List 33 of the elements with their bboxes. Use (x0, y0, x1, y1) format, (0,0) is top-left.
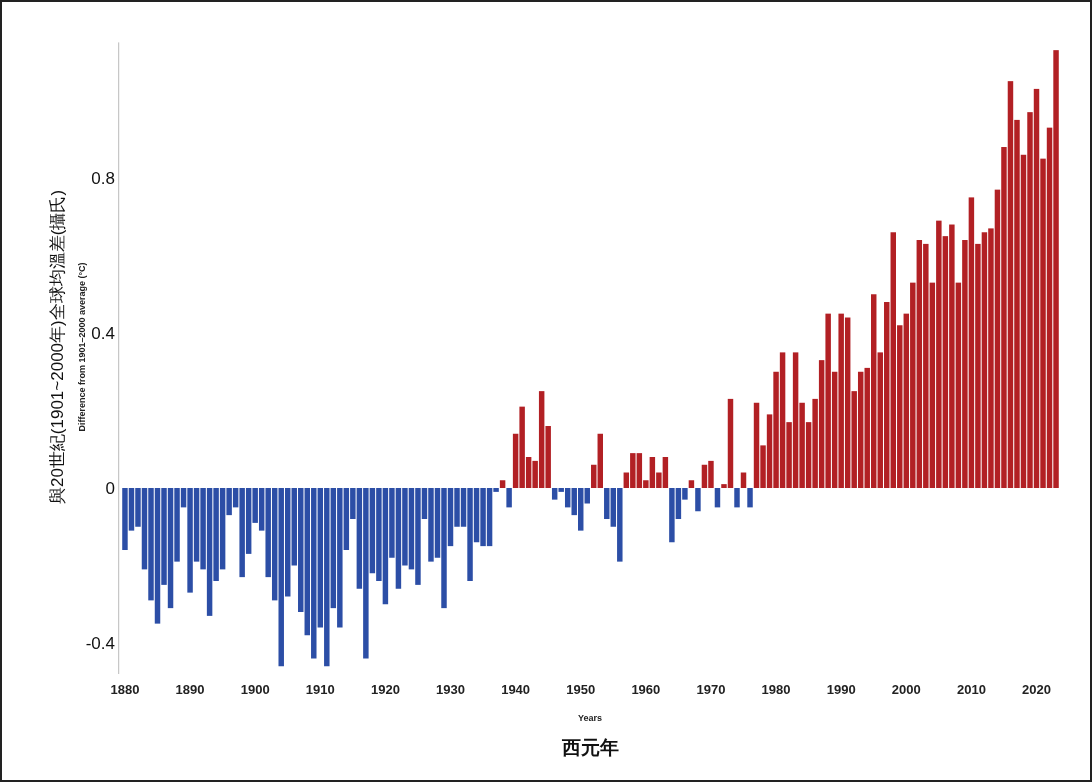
bar (506, 488, 512, 508)
bar (688, 480, 695, 489)
x-tick-label: 1950 (566, 682, 596, 697)
x-tick-label: 1880 (110, 682, 140, 697)
bar (695, 488, 701, 512)
x-tick-label: 1930 (436, 682, 465, 697)
bar (597, 433, 603, 489)
bar (584, 488, 590, 504)
x-tick-label: 1960 (631, 682, 661, 697)
x-tick-label: 1920 (370, 682, 400, 697)
x-axis-title: 西元年 (560, 737, 619, 758)
x-tick-label: 2000 (891, 682, 921, 697)
x-tick-label: 1910 (305, 682, 335, 697)
x-tick-label: 1900 (240, 682, 270, 697)
bar (734, 488, 740, 508)
y-axis-title: 與20世紀(1901~2000年)全球均溫差(攝氏) (47, 189, 67, 505)
x-tick-label: 2020 (1022, 682, 1051, 697)
bar (714, 488, 721, 508)
x-tick-label: 1990 (826, 682, 856, 697)
x-tick-label: 1980 (761, 682, 791, 697)
x-tick-label: 1940 (501, 682, 531, 697)
x-tick-label: 1890 (175, 682, 205, 697)
bar (591, 464, 597, 489)
bar (499, 480, 506, 489)
x-tick-label: 1970 (696, 682, 726, 697)
text: Years (577, 713, 603, 723)
y-tick-label: 0 (105, 478, 115, 498)
x-tick-label: 2010 (956, 682, 986, 697)
y-tick-label: 0.4 (91, 323, 115, 343)
y-tick-label: 0.8 (91, 168, 115, 188)
y-tick-label: -0.4 (85, 633, 115, 653)
text: Difference from 1901–2000 average (°C) (77, 262, 87, 432)
bar (747, 488, 753, 508)
